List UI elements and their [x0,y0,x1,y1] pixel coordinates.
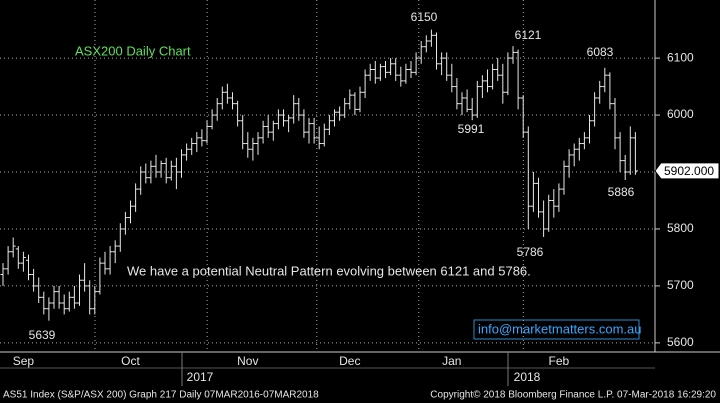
x-tick-label: Dec [339,354,360,368]
y-tick-label: 5600 [667,335,694,349]
point-label: 5786 [517,245,544,259]
last-value-label: 5902.000 [664,164,714,178]
annotation: We have a potential Neutral Pattern evol… [127,263,531,278]
point-label: 6121 [515,28,542,42]
contact-box [473,319,640,340]
contact: info@marketmatters.com.au [478,321,641,336]
y-tick-label: 6100 [667,50,694,64]
point-label: 5886 [608,185,635,199]
footer-bar [0,386,720,403]
y-tick-label: 5800 [667,221,694,235]
footer-left: AS51 Index (S&P/ASX 200) Graph 217 Daily… [3,390,319,401]
point-label: 5639 [29,328,56,342]
x-tick-label: Jan [442,354,461,368]
point-label: 6083 [587,45,614,59]
x-tick-label: Nov [237,354,258,368]
footer-right: Copyright© 2018 Bloomberg Finance L.P. 0… [430,390,716,401]
last-value-box [654,162,720,180]
x-tick-label: Sep [13,354,35,368]
year-label: 2018 [514,370,541,384]
chart-title: ASX200 Daily Chart [75,43,191,58]
point-label: 5991 [458,122,485,136]
x-tick-label: Feb [549,354,570,368]
y-tick-label: 6000 [667,107,694,121]
y-tick-label: 5700 [667,278,694,292]
point-label: 6150 [411,10,438,24]
year-label: 2017 [187,370,214,384]
x-tick-label: Oct [121,354,140,368]
